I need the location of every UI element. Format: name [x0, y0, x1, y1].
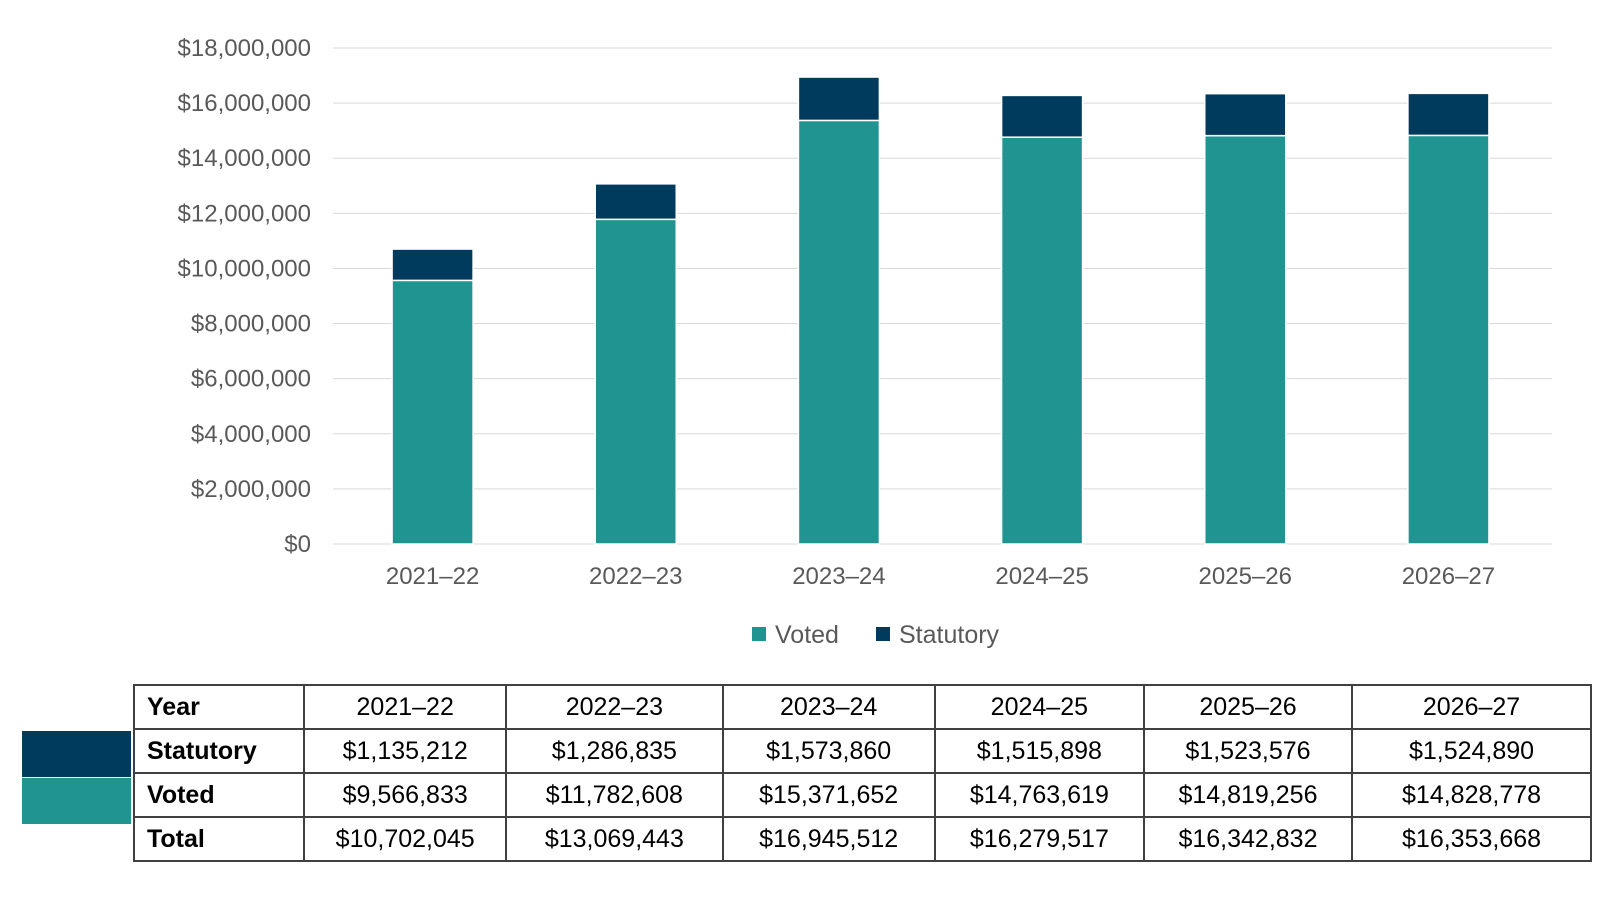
table-row-label: Year — [132, 684, 306, 730]
table-cell: $16,353,668 — [1351, 816, 1592, 862]
bars — [391, 76, 1490, 545]
table-cell: $16,279,517 — [933, 816, 1145, 862]
y-tick-label: $14,000,000 — [178, 145, 311, 172]
x-tick-label: 2026–27 — [1402, 563, 1495, 590]
bar-statutory-2023–24 — [797, 76, 881, 122]
table-cell: $1,515,898 — [933, 728, 1145, 774]
bar-voted-2021–22 — [391, 279, 474, 545]
y-tick-label: $2,000,000 — [191, 476, 311, 503]
table-cell: 2024–25 — [933, 684, 1145, 730]
table-row: Statutory $1,135,212 $1,286,835 $1,573,860 $… — [132, 728, 1592, 774]
stacked-bar-chart: $0 $2,000,000 $4,000,000 $6,000,000 $8,000,0… — [178, 35, 1552, 649]
y-tick-label: $10,000,000 — [178, 255, 311, 282]
table-header-row: Year 2021–22 2022–23 2023–24 2024–25 2025–26 2… — [132, 684, 1592, 730]
table-cell: $1,135,212 — [303, 728, 508, 774]
bar-voted-2024–25 — [1000, 136, 1084, 545]
gridlines — [333, 47, 1552, 545]
y-axis-ticks: $0 $2,000,000 $4,000,000 $6,000,000 $8,000,0… — [178, 35, 311, 558]
table-row: Voted $9,566,833 $11,782,608 $15,371,652 $14… — [132, 772, 1592, 818]
y-tick-label: $0 — [284, 531, 311, 558]
x-tick-label: 2024–25 — [995, 563, 1088, 590]
table-cell: 2026–27 — [1351, 684, 1592, 730]
y-tick-label: $16,000,000 — [178, 90, 311, 117]
table-cell: $14,763,619 — [933, 772, 1145, 818]
table-cell: $16,945,512 — [721, 816, 936, 862]
table-cell: $16,342,832 — [1142, 816, 1354, 862]
table-cell: 2022–23 — [505, 684, 724, 730]
y-tick-label: $18,000,000 — [178, 35, 311, 62]
table-cell: $14,819,256 — [1142, 772, 1354, 818]
y-tick-label: $12,000,000 — [178, 200, 311, 227]
table-cell: $1,573,860 — [721, 728, 936, 774]
table-row: Total $10,702,045 $13,069,443 $16,945,512 $1… — [132, 816, 1592, 862]
table-cell: $1,286,835 — [505, 728, 724, 774]
table-cell: $11,782,608 — [505, 772, 724, 818]
bar-voted-2023–24 — [797, 119, 881, 545]
bar-voted-2025–26 — [1204, 134, 1287, 545]
legend-label-statutory: Statutory — [899, 621, 1000, 649]
bar-voted-2026–27 — [1407, 134, 1490, 545]
table-cell: 2023–24 — [721, 684, 936, 730]
statutory-row-swatch — [22, 731, 131, 777]
x-tick-label: 2022–23 — [589, 563, 682, 590]
table-cell: $13,069,443 — [505, 816, 724, 862]
table-cell: $1,523,576 — [1142, 728, 1354, 774]
legend-label-voted: Voted — [775, 621, 839, 649]
x-axis-ticks: 2021–22 2022–23 2023–24 2024–25 2025–26 2026–… — [386, 563, 1495, 590]
y-tick-label: $4,000,000 — [191, 421, 311, 448]
voted-row-swatch — [22, 778, 131, 824]
table-cell: $14,828,778 — [1351, 772, 1592, 818]
table-row-label: Statutory — [132, 728, 306, 774]
y-tick-label: $6,000,000 — [191, 366, 311, 393]
bar-statutory-2022–23 — [594, 183, 677, 221]
legend-swatch-voted — [752, 627, 766, 641]
table-cell: $1,524,890 — [1351, 728, 1592, 774]
legend-swatch-statutory — [876, 627, 890, 641]
x-tick-label: 2023–24 — [792, 563, 885, 590]
table-cell: $10,702,045 — [303, 816, 508, 862]
bar-statutory-2021–22 — [391, 248, 474, 282]
table-row-label: Voted — [132, 772, 306, 818]
bar-statutory-2026–27 — [1407, 92, 1490, 137]
bar-statutory-2025–26 — [1204, 92, 1287, 137]
data-table: Year 2021–22 2022–23 2023–24 2024–25 2025–26 2… — [132, 684, 1592, 862]
table-cell: 2025–26 — [1142, 684, 1354, 730]
bar-voted-2022–23 — [594, 218, 677, 545]
table-cell: 2021–22 — [303, 684, 508, 730]
x-tick-label: 2021–22 — [386, 563, 479, 590]
bar-statutory-2024–25 — [1000, 94, 1084, 138]
table-cell: $15,371,652 — [721, 772, 936, 818]
x-tick-label: 2025–26 — [1199, 563, 1292, 590]
y-tick-label: $8,000,000 — [191, 311, 311, 338]
table-row-label: Total — [132, 816, 306, 862]
table-cell: $9,566,833 — [303, 772, 508, 818]
legend: Voted Statutory — [752, 621, 1000, 649]
